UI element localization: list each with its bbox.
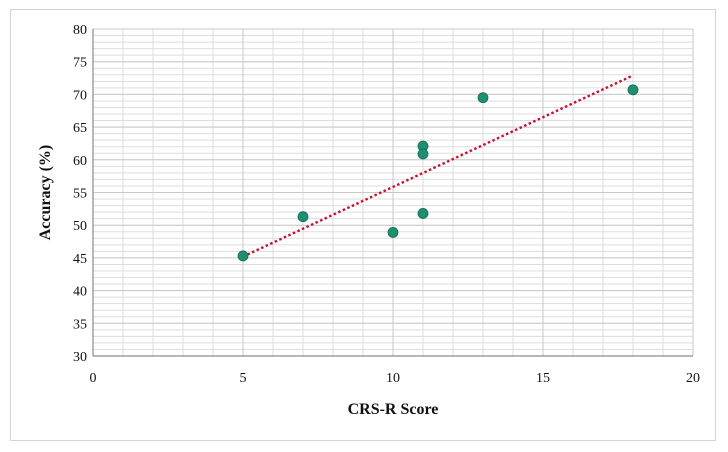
y-tick-label: 75 [73, 56, 87, 71]
grid-lines [92, 28, 694, 357]
x-tick-label: 0 [90, 371, 97, 386]
axes [92, 29, 693, 357]
data-point [477, 92, 489, 104]
data-point [237, 250, 249, 262]
y-tick-label: 45 [73, 252, 87, 267]
y-tick-label: 60 [73, 154, 87, 169]
y-tick-label: 80 [73, 23, 87, 38]
y-tick-label: 55 [73, 187, 87, 202]
x-tick-label: 10 [386, 371, 400, 386]
y-axis-title: Accuracy (%) [37, 145, 54, 241]
trendline [242, 74, 634, 258]
data-point [627, 84, 639, 96]
y-tick-label: 50 [73, 219, 87, 234]
data-point [297, 211, 309, 223]
data-point [417, 148, 429, 160]
x-tick-label: 5 [240, 371, 247, 386]
y-tick-label: 65 [73, 121, 87, 136]
y-tick-label: 35 [73, 317, 87, 332]
y-tick-label: 30 [73, 350, 87, 365]
data-point [417, 208, 429, 219]
x-axis-title: CRS-R Score [348, 401, 439, 418]
y-tick-label: 40 [73, 285, 87, 300]
y-tick-label: 70 [73, 88, 87, 103]
y-tick-labels: 30 35 40 45 50 55 60 65 70 75 80 [73, 23, 87, 365]
x-tick-label: 15 [536, 371, 550, 386]
x-tick-labels: 0 5 10 15 20 [90, 371, 701, 386]
data-points [237, 84, 639, 262]
data-point [387, 226, 399, 238]
x-tick-label: 20 [686, 371, 700, 386]
